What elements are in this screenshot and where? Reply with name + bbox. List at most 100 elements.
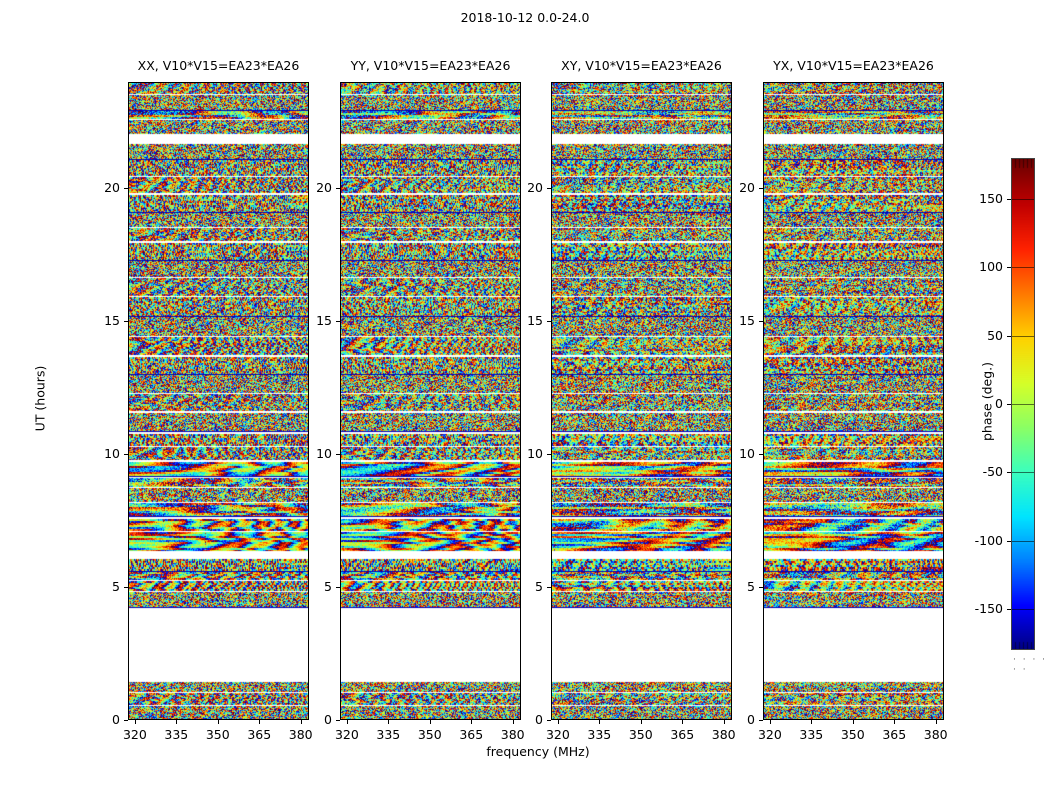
y-tickmark [547,587,551,589]
y-tickmark [336,321,340,323]
y-tickmark [336,587,340,589]
x-tickmark [640,720,642,724]
colorbar-tick-label: 150 [979,191,1003,206]
y-tickmark [124,454,128,456]
y-tickmark [759,720,763,721]
colorbar-inner-tick [1012,335,1034,337]
x-tick-label: 335 [376,727,401,742]
y-tick-label: 5 [112,579,120,595]
y-tick-label: 15 [739,313,755,329]
x-tick-label: 365 [459,727,484,742]
waterfall-image-yx [764,83,943,719]
colorbar-tickmark [1007,404,1011,405]
colorbar-inner-tick [1012,609,1034,610]
y-tick-label: 5 [535,579,543,595]
x-tickmark [259,720,261,724]
y-tickmark [547,454,551,456]
y-tick-label: 15 [104,313,120,329]
colorbar-inner-tick [1012,199,1034,200]
panel-title-yy: YY, V10*V15=EA23*EA26 [350,58,511,73]
waterfall-panel-yy[interactable] [340,82,521,720]
y-tickmark [547,321,551,323]
x-tick-label: 350 [417,727,442,742]
colorbar-inner-tick [1012,267,1034,269]
y-tick-label: 15 [316,313,332,329]
y-tick-label: 5 [747,579,755,595]
x-tick-label: 365 [882,727,907,742]
x-tick-label: 335 [799,727,824,742]
y-tick-label: 0 [747,712,755,727]
panel-title-xx: XX, V10*V15=EA23*EA26 [137,58,300,73]
x-tickmark [176,720,178,724]
y-tick-label: 10 [104,446,120,462]
y-tick-label: 10 [316,446,332,462]
colorbar-tickmark [1007,199,1011,200]
y-tickmark [124,587,128,589]
x-tick-label: 365 [670,727,695,742]
y-tick-label: 0 [112,712,120,727]
x-tick-label: 380 [711,727,736,742]
x-tickmark [346,720,348,724]
x-tickmark [682,720,684,724]
x-tick-label: 365 [247,727,272,742]
x-tick-label: 320 [757,727,782,742]
y-tickmark [124,321,128,323]
colorbar-tick-label: -150 [974,601,1003,616]
colorbar-inner-tick [1012,540,1034,542]
waterfall-panel-xy[interactable] [551,82,732,720]
y-tickmark [759,587,763,589]
x-tickmark [512,720,514,724]
x-tick-label: 320 [334,727,359,742]
y-tick-label: 20 [527,180,543,196]
x-tick-label: 350 [205,727,230,742]
waterfall-panel-xx[interactable] [128,82,309,720]
x-axis-label: frequency (MHz) [486,744,590,759]
panel-title-xy: XY, V10*V15=EA23*EA26 [561,58,722,73]
colorbar-tick-label: 100 [979,259,1003,275]
x-tickmark [300,720,302,724]
colorbar-overflow-marker: · · · · · · [1013,655,1048,675]
colorbar-inner-tick [1012,404,1034,405]
x-tickmark [852,720,854,724]
colorbar-tick-label: 0 [995,396,1003,411]
y-tick-label: 20 [104,180,120,196]
y-tick-label: 0 [324,712,332,727]
figure-suptitle: 2018-10-12 0.0-24.0 [460,10,590,25]
waterfall-panel-yx[interactable] [763,82,944,720]
x-tickmark [388,720,390,724]
y-tickmark [759,321,763,323]
x-tickmark [429,720,431,724]
waterfall-image-xy [552,83,731,719]
y-tickmark [547,188,551,190]
waterfall-image-yy [341,83,520,719]
y-tickmark [124,188,128,190]
x-tick-label: 350 [840,727,865,742]
colorbar-tick-label: -100 [974,532,1003,548]
x-tick-label: 380 [288,727,313,742]
y-tick-label: 20 [316,180,332,196]
panel-title-yx: YX, V10*V15=EA23*EA26 [773,58,934,73]
colorbar-tickmark [1007,540,1011,542]
x-tickmark [134,720,136,724]
x-tick-label: 335 [164,727,189,742]
colorbar-tickmark [1007,609,1011,610]
x-tickmark [769,720,771,724]
x-tickmark [894,720,896,724]
colorbar-tickmark [1007,267,1011,269]
y-tick-label: 15 [527,313,543,329]
x-tick-label: 350 [628,727,653,742]
y-tickmark [124,720,128,721]
x-tickmark [935,720,937,724]
y-tickmark [336,188,340,190]
y-tick-label: 10 [739,446,755,462]
y-tickmark [759,188,763,190]
x-tick-label: 380 [500,727,525,742]
colorbar-tick-label: 50 [987,327,1003,343]
y-tick-label: 20 [739,180,755,196]
y-tickmark [336,720,340,721]
colorbar-tickmark [1007,472,1011,474]
x-tickmark [557,720,559,724]
x-tick-label: 320 [545,727,570,742]
x-tickmark [471,720,473,724]
